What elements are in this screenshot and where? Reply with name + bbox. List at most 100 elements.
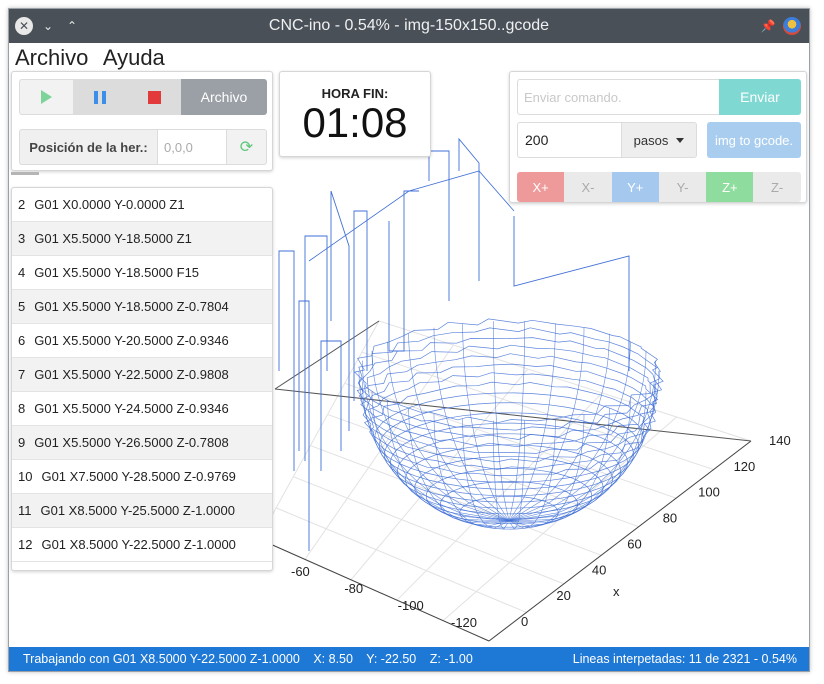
panel-divider [11, 172, 39, 175]
grid-line [275, 507, 527, 613]
toolpath-meridian [508, 323, 556, 522]
gcode-line[interactable]: 10 G01 X7.5000 Y-28.5000 Z-0.9769 [12, 460, 272, 494]
play-button[interactable] [19, 79, 73, 115]
steps-unit-label: pasos [633, 132, 669, 148]
tool-position-group: Posición de la her.: 0,0,0 ⟳ [19, 129, 267, 165]
playback-controls: Archivo [19, 79, 267, 115]
toolpath-meridian [433, 414, 510, 528]
menu-archivo[interactable]: Archivo [15, 45, 89, 70]
menu-ayuda[interactable]: Ayuda [102, 45, 165, 70]
toolpath-meridian [508, 350, 647, 522]
grid-line [304, 344, 454, 560]
toolpath-meridian [462, 323, 510, 522]
toolpath-meridian [508, 400, 631, 523]
steps-input[interactable]: 200 [517, 122, 621, 158]
play-icon [41, 90, 52, 104]
stop-button[interactable] [127, 79, 181, 115]
toolpath-meridian [493, 420, 510, 530]
x-axis-label: x [613, 584, 620, 599]
toolpath-contour [364, 372, 652, 470]
toolpath-meridian [433, 327, 510, 522]
x-tick-label: 100 [698, 485, 720, 500]
jog-controls: X+ X- Y+ Y- Z+ Z- [517, 172, 801, 202]
toolpath-meridian [508, 321, 525, 522]
archivo-button[interactable]: Archivo [181, 79, 267, 115]
y-tick-label: -60 [291, 564, 310, 579]
jog-x-plus-button[interactable]: X+ [517, 172, 565, 202]
window-title: CNC-ino - 0.54% - img-150x150..gcode [268, 17, 550, 34]
gcode-line[interactable]: 8 G01 X5.5000 Y-24.5000 Z-0.9346 [12, 392, 272, 426]
travel-move [298, 300, 310, 551]
refresh-icon[interactable]: ⟳ [227, 129, 267, 165]
gcode-line[interactable]: 4 G01 X5.5000 Y-18.5000 F15 [12, 256, 272, 290]
chevron-down-icon[interactable]: ⌄ [42, 19, 54, 33]
toolpath-meridian [493, 321, 510, 522]
status-working: Trabajando con G01 X8.5000 Y-22.5000 Z-1… [23, 652, 300, 666]
y-tick-label: -100 [398, 598, 424, 613]
tool-position-label: Posición de la her.: [19, 129, 157, 165]
toolpath-meridian [362, 381, 510, 522]
gcode-line[interactable]: 6 G01 X5.5000 Y-20.5000 Z-0.9346 [12, 324, 272, 358]
gcode-list[interactable]: 2 G01 X0.0000 Y-0.0000 Z1 3 G01 X5.5000 Y-… [11, 187, 273, 571]
status-left: Trabajando con G01 X8.5000 Y-22.5000 Z-1… [23, 652, 473, 666]
gcode-line[interactable]: 5 G01 X5.5000 Y-18.5000 Z-0.7804 [12, 290, 272, 324]
toolpath-meridian [508, 391, 647, 522]
grid-line [258, 320, 380, 540]
end-time-value: 01:08 [302, 99, 408, 146]
x-tick-label: 80 [663, 511, 677, 526]
tool-position-input[interactable]: 0,0,0 [157, 129, 227, 165]
jog-z-minus-button[interactable]: Z- [753, 172, 801, 202]
gcode-line[interactable]: 3 G01 X5.5000 Y-18.5000 Z1 [12, 222, 272, 256]
x-tick-label: 60 [627, 536, 641, 551]
status-z: Z: -1.00 [429, 652, 473, 666]
x-tick-label: 40 [592, 562, 606, 577]
close-icon[interactable]: ✕ [15, 17, 33, 35]
steps-row: 200 pasos img to gcode. [517, 122, 801, 158]
gcode-line[interactable]: 2 G01 X0.0000 Y-0.0000 Z1 [12, 188, 272, 222]
command-input[interactable]: Enviar comando. [517, 79, 719, 115]
z-reference-line [274, 388, 752, 442]
toolpath-meridian [371, 350, 510, 522]
travel-move [388, 190, 419, 352]
toolpath-meridian [508, 408, 610, 526]
toolpath-meridian [408, 408, 510, 526]
toolpath-contour [353, 318, 661, 424]
send-button[interactable]: Enviar [719, 79, 801, 115]
stop-icon [147, 90, 161, 104]
end-time-label: HORA FIN: [321, 86, 389, 101]
travel-move [428, 150, 450, 301]
control-panel: Archivo Posición de la her.: 0,0,0 ⟳ [11, 71, 273, 171]
jog-z-plus-button[interactable]: Z+ [706, 172, 754, 202]
status-y: Y: -22.50 [366, 652, 417, 666]
jog-x-minus-button[interactable]: X- [564, 172, 612, 202]
chevron-up-icon[interactable]: ⌃ [66, 19, 78, 33]
toolpath-meridian [462, 418, 510, 529]
grid-line [378, 320, 752, 442]
jog-y-minus-button[interactable]: Y- [658, 172, 707, 202]
img-to-gcode-button[interactable]: img to gcode. [707, 122, 801, 158]
end-time-panel: HORA FIN: 01:08 [279, 71, 431, 157]
menu-bar: Archivo Ayuda [9, 43, 809, 71]
gcode-line[interactable]: 12 G01 X8.5000 Y-22.5000 Z-1.0000 [12, 528, 272, 562]
gcode-line[interactable]: 7 G01 X5.5000 Y-22.5000 Z-0.9808 [12, 358, 272, 392]
toolpath-contour [358, 337, 663, 440]
travel-move [304, 235, 328, 461]
y-tick-label: -80 [344, 581, 363, 596]
pin-icon[interactable]: 📌 [760, 19, 776, 33]
gcode-line[interactable]: 9 G01 X5.5000 Y-26.5000 Z-0.7808 [12, 426, 272, 460]
toolpath-meridian [508, 333, 610, 522]
command-row: Enviar comando. Enviar [517, 79, 801, 115]
travel-move [330, 190, 350, 431]
app-window: ✕ ⌄ ⌃ CNC-ino - 0.54% - img-150x150..gco… [8, 8, 810, 672]
toolpath-meridian [362, 360, 510, 522]
travel-move [308, 170, 515, 262]
y-tick-label: -120 [451, 615, 477, 630]
toolpath-meridian [508, 414, 585, 528]
pause-button[interactable] [73, 79, 127, 115]
grid-line [350, 368, 529, 581]
gcode-line[interactable]: 11 G01 X8.5000 Y-25.5000 Z-1.0000 [12, 494, 272, 528]
grid-line [310, 445, 602, 556]
x-axis-line [488, 440, 752, 642]
steps-unit-select[interactable]: pasos [621, 122, 697, 158]
jog-y-plus-button[interactable]: Y+ [611, 172, 659, 202]
